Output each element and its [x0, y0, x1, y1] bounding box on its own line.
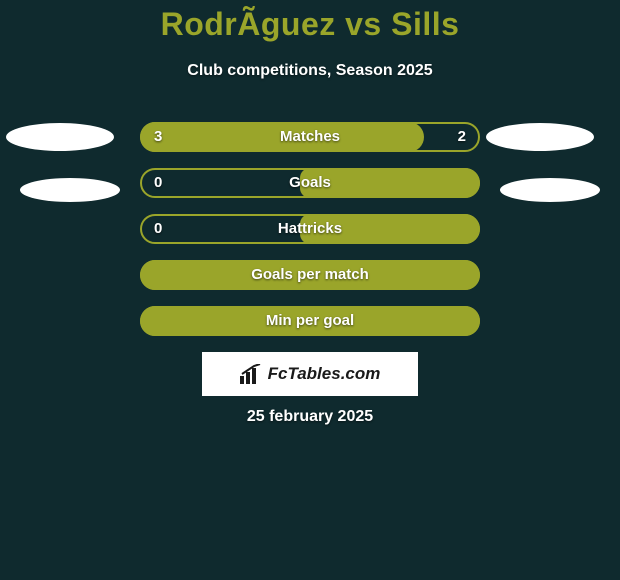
stat-value-right — [446, 214, 466, 244]
stat-value-right — [446, 306, 466, 336]
stat-row: Min per goal — [0, 306, 620, 336]
subtitle: Club competitions, Season 2025 — [0, 62, 620, 80]
stat-value-right — [446, 168, 466, 198]
brand-badge: FcTables.com — [202, 352, 418, 396]
stat-row: Goals per match — [0, 260, 620, 290]
stat-row: 0 Hattricks — [0, 214, 620, 244]
chart-icon — [240, 364, 262, 384]
stat-value-left: 3 — [154, 122, 162, 152]
bar-fill-left — [140, 306, 310, 336]
stat-value-left: 0 — [154, 168, 162, 198]
bar-fill-left — [140, 260, 310, 290]
decor-ellipse — [20, 178, 120, 202]
stat-rows: 3 2 Matches 0 Goals 0 Hattricks — [0, 122, 620, 352]
decor-ellipse — [500, 178, 600, 202]
comparison-infographic: RodrÃ­guez vs Sills Club competitions, S… — [0, 0, 620, 580]
decor-ellipse — [486, 123, 594, 151]
decor-ellipse — [6, 123, 114, 151]
stat-value-right: 2 — [446, 122, 466, 152]
bar-fill-left — [140, 122, 310, 152]
brand-text: FcTables.com — [268, 364, 381, 384]
stat-value-right — [446, 260, 466, 290]
date-text: 25 february 2025 — [0, 408, 620, 426]
bar-fill-left — [300, 214, 310, 244]
bar-fill-right — [310, 122, 424, 152]
stat-value-left: 0 — [154, 214, 162, 244]
bar-fill-left — [300, 168, 310, 198]
page-title: RodrÃ­guez vs Sills — [0, 6, 620, 43]
